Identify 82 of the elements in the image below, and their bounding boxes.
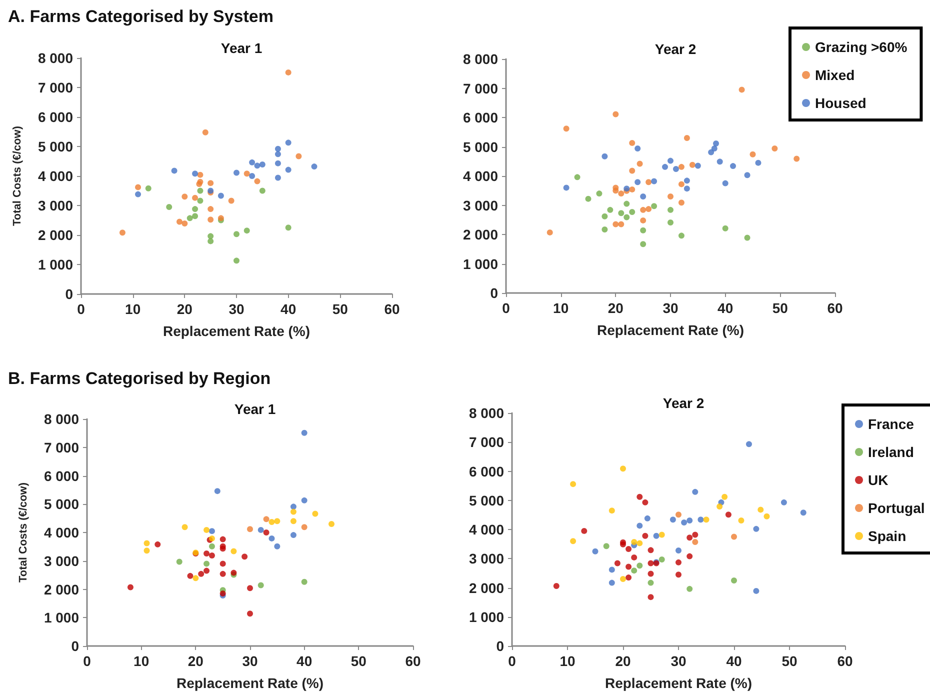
y-tick-label: 0: [71, 638, 80, 654]
x-tick-label: 30: [242, 653, 258, 669]
text: B. Farms Categorised by Region: [8, 369, 271, 388]
y-tick-label: 4 000: [38, 168, 74, 184]
x-tick-label: 20: [615, 653, 631, 669]
y-tick-label: 3 000: [38, 198, 74, 214]
x-tick-label: 50: [782, 653, 798, 669]
x-tick-label: 10: [134, 653, 150, 669]
x-tick-label: 10: [560, 653, 576, 669]
x-tick-label: 30: [228, 301, 244, 317]
y-tick-label: 0: [65, 286, 74, 302]
legend-label: Grazing >60%: [815, 39, 908, 55]
y-tick-label: 5 000: [468, 492, 504, 508]
x-tick-label: 60: [405, 653, 421, 669]
x-tick-label: 50: [332, 301, 348, 317]
y-tick-label: 5 000: [38, 138, 74, 154]
y-tick-label: 2 000: [44, 581, 80, 598]
chart-title: Year 1: [220, 40, 262, 56]
y-tick-label: 7 000: [468, 434, 504, 450]
x-tick-label: 0: [83, 653, 92, 669]
x-axis-title: Replacement Rate (%): [162, 323, 310, 339]
x-axis-title: Replacement Rate (%): [176, 675, 324, 691]
y-tick-label: 4 000: [462, 168, 498, 184]
y-tick-label: 3 000: [462, 197, 498, 214]
x-tick-label: 0: [508, 653, 516, 669]
y-tick-label: 3 000: [44, 552, 80, 569]
y-tick-label: 2 000: [462, 226, 498, 242]
y-axis-title: Total Costs (€/cow): [18, 482, 30, 583]
legend-label: Mixed: [815, 67, 855, 83]
y-tick-label: 6 000: [44, 468, 80, 484]
y-tick-label: 4 000: [468, 522, 504, 538]
x-tick-label: 10: [553, 300, 569, 316]
x-tick-label: 40: [296, 653, 312, 669]
y-tick-label: 6 000: [462, 110, 498, 126]
y-tick-label: 1 000: [462, 256, 498, 272]
x-axis-title: Replacement Rate (%): [604, 675, 752, 691]
chart-title: Year 2: [654, 41, 696, 57]
y-axis-title: Total Costs (€/cow): [12, 126, 24, 226]
legend-label: Housed: [815, 95, 866, 111]
y-tick-label: 6 000: [468, 463, 504, 480]
x-tick-label: 20: [608, 300, 624, 316]
y-tick-label: 0: [496, 638, 504, 654]
y-tick-label: 2 000: [38, 227, 74, 243]
y-tick-label: 8 000: [44, 411, 80, 427]
y-tick-label: 8 000: [468, 405, 504, 421]
legend-label: Portugal: [868, 500, 925, 516]
chart-title: Year 1: [234, 401, 276, 417]
y-tick-label: 1 000: [44, 610, 80, 626]
legend-label: Ireland: [868, 444, 914, 460]
legend-label: Spain: [868, 528, 906, 544]
x-tick-label: 40: [280, 301, 296, 317]
x-tick-label: 30: [670, 653, 686, 669]
y-tick-label: 2 000: [468, 580, 504, 596]
y-tick-label: 5 000: [44, 496, 80, 512]
x-tick-label: 60: [827, 300, 843, 316]
x-tick-label: 20: [176, 301, 193, 317]
x-tick-label: 20: [188, 653, 204, 669]
y-tick-label: 7 000: [462, 80, 498, 96]
x-tick-label: 60: [384, 301, 400, 317]
y-tick-label: 7 000: [38, 80, 74, 96]
y-tick-label: 3 000: [468, 550, 504, 567]
chart-title: Year 2: [662, 395, 704, 411]
x-tick-label: 30: [662, 300, 678, 316]
y-tick-label: 0: [490, 285, 498, 301]
y-tick-label: 6 000: [38, 109, 74, 125]
x-tick-label: 40: [726, 653, 742, 669]
x-tick-label: 50: [772, 300, 788, 316]
y-tick-label: 7 000: [44, 439, 80, 456]
y-tick-label: 4 000: [44, 524, 80, 540]
legend-label: France: [868, 416, 914, 432]
x-axis-title: Replacement Rate (%): [596, 322, 744, 338]
y-tick-label: 8 000: [462, 51, 498, 67]
y-tick-label: 5 000: [462, 138, 498, 155]
text: A. Farms Categorised by System: [8, 7, 274, 26]
x-tick-label: 40: [718, 300, 734, 316]
x-tick-label: 10: [125, 301, 141, 317]
y-tick-label: 1 000: [38, 256, 74, 272]
y-tick-label: 1 000: [468, 608, 504, 625]
legend-label: UK: [868, 472, 888, 488]
x-tick-label: 50: [350, 653, 367, 669]
y-tick-label: 8 000: [38, 50, 74, 66]
x-tick-label: 60: [837, 653, 853, 669]
